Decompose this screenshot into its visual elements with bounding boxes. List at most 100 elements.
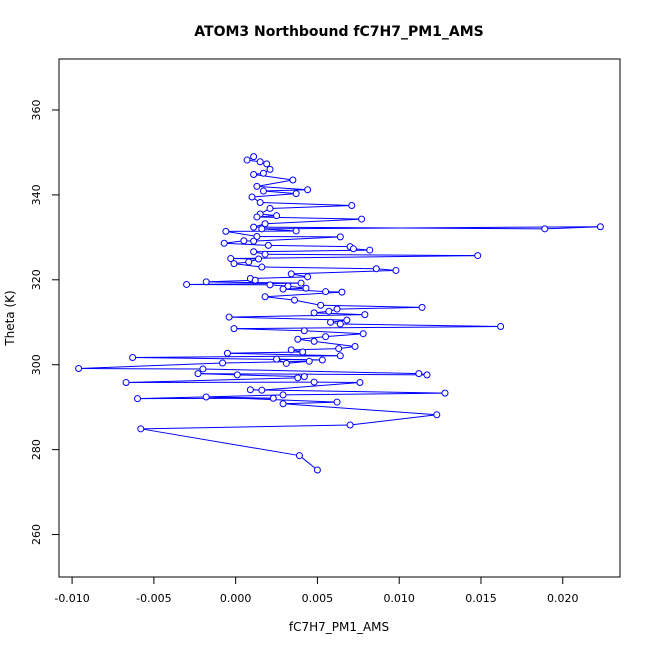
data-point — [327, 318, 335, 326]
series-segment — [253, 236, 341, 242]
data-point — [223, 349, 231, 357]
series-segment — [261, 382, 360, 391]
data-point — [310, 309, 318, 317]
data-point — [248, 193, 256, 201]
data-point — [261, 293, 269, 301]
series-segment — [265, 291, 342, 298]
series-segment — [314, 340, 356, 347]
data-point — [273, 355, 281, 363]
data-point — [343, 316, 351, 324]
data-point — [441, 389, 449, 397]
data-point — [322, 333, 330, 341]
series-segment — [320, 304, 423, 308]
data-point — [219, 359, 227, 367]
data-point — [259, 169, 267, 177]
series-segment — [230, 255, 478, 260]
data-point — [253, 213, 261, 221]
series-segment — [340, 323, 501, 327]
data-point — [199, 365, 207, 373]
series-segment — [268, 244, 351, 248]
data-point — [250, 237, 258, 245]
data-point — [258, 263, 266, 271]
data-point — [240, 237, 248, 245]
series-segment — [251, 193, 297, 198]
series-segment — [140, 424, 351, 430]
x-tick-label: -0.010 — [54, 592, 89, 605]
series-segment — [283, 392, 445, 396]
data-point — [183, 280, 191, 288]
series-segment — [261, 266, 377, 270]
series-segment — [237, 374, 305, 378]
series-segment — [256, 185, 308, 191]
data-point — [129, 353, 137, 361]
data-point — [299, 348, 307, 356]
series-segment — [265, 218, 362, 225]
data-point — [300, 373, 308, 381]
series-segment — [299, 455, 318, 471]
series-segment — [233, 328, 305, 332]
data-point — [336, 352, 344, 360]
series-segment — [140, 428, 300, 457]
data-point — [541, 225, 549, 233]
data-point — [356, 379, 364, 387]
data-point — [266, 281, 274, 289]
y-tick-label: 260 — [30, 524, 43, 545]
data-point — [304, 273, 312, 281]
series-segment — [126, 377, 298, 384]
data-point — [75, 365, 83, 373]
data-point — [279, 391, 287, 399]
data-point — [361, 311, 369, 319]
data-point — [322, 288, 330, 296]
data-point — [256, 158, 264, 166]
data-point — [259, 187, 267, 195]
data-point — [292, 227, 300, 235]
series-segment — [225, 230, 257, 237]
data-point — [294, 335, 302, 343]
series-segment — [263, 189, 308, 192]
chart-title: ATOM3 Northbound fC7H7_PM1_AMS — [194, 24, 483, 40]
x-tick-label: 0.015 — [465, 592, 497, 605]
data-point — [336, 320, 344, 328]
series-segment — [283, 401, 338, 405]
data-point — [273, 212, 281, 220]
series-segment — [222, 360, 310, 364]
data-point — [318, 356, 326, 364]
data-point — [348, 201, 356, 209]
data-point — [256, 199, 264, 207]
y-tick-label: 320 — [30, 269, 43, 290]
data-point — [243, 156, 251, 164]
data-point — [392, 266, 400, 274]
data-point — [122, 379, 130, 387]
data-point — [266, 165, 274, 173]
data-point — [304, 186, 312, 194]
data-point — [346, 421, 354, 429]
series-segment — [304, 330, 364, 335]
data-point — [349, 245, 357, 253]
data-point — [230, 325, 238, 333]
data-point — [497, 322, 505, 330]
data-point — [202, 393, 210, 401]
series-segment — [325, 333, 364, 338]
data-point — [300, 327, 308, 335]
data-point — [351, 342, 359, 350]
x-axis-label: fC7H7_PM1_AMS — [289, 620, 389, 634]
data-point — [251, 276, 259, 284]
series-segment — [229, 314, 365, 318]
x-tick-label: 0.010 — [383, 592, 415, 605]
x-tick-label: 0.020 — [547, 592, 579, 605]
y-tick-label: 280 — [30, 439, 43, 460]
data-point — [310, 378, 318, 386]
data-point — [264, 241, 272, 249]
data-point — [474, 252, 482, 260]
data-point — [358, 215, 366, 223]
data-point — [233, 371, 241, 379]
data-point — [336, 233, 344, 241]
y-tick-label: 360 — [30, 99, 43, 120]
series-segment — [283, 403, 437, 416]
y-axis-label: Theta (K) — [3, 290, 17, 346]
data-point — [287, 346, 295, 354]
data-point — [225, 313, 233, 321]
data-point — [302, 284, 310, 292]
series-segment — [263, 190, 297, 195]
data-point — [289, 176, 297, 184]
